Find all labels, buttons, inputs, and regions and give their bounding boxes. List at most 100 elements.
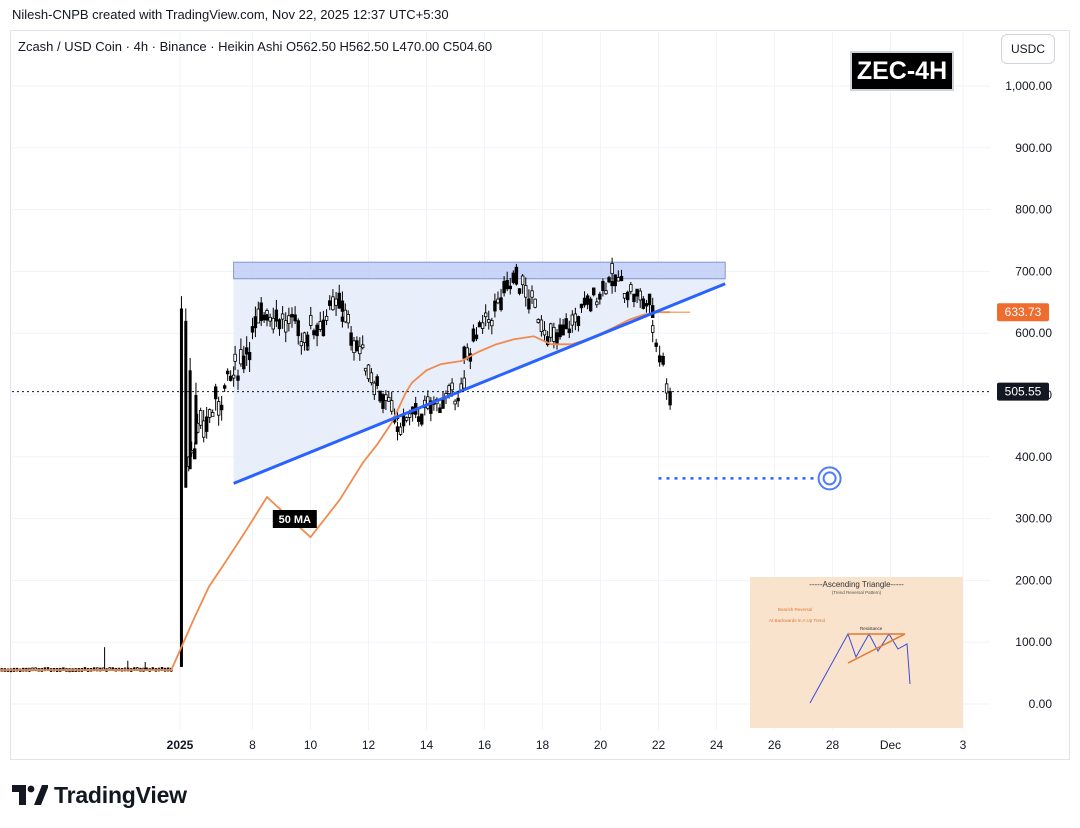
candle-body xyxy=(231,374,236,379)
candle-body xyxy=(533,298,537,308)
candle-body xyxy=(496,298,500,304)
candle-body xyxy=(601,280,605,291)
candle-body xyxy=(355,340,359,351)
candle-body xyxy=(465,347,469,358)
y-tick-label: 300.00 xyxy=(1015,512,1052,526)
candle-body xyxy=(384,394,388,401)
candle-body xyxy=(239,349,243,365)
ascending-triangle-reference: -----Ascending Triangle----- (Trend Reve… xyxy=(750,577,963,728)
candle-body xyxy=(558,324,562,338)
candle-body xyxy=(542,329,547,336)
candle-body xyxy=(188,370,192,470)
y-tick-label: 1,000.00 xyxy=(1005,79,1052,93)
triangle-pattern xyxy=(233,261,726,484)
candle-body xyxy=(477,322,482,328)
candle-body xyxy=(626,291,630,301)
symbol-legend[interactable]: Zcash / USD Coin · 4h · Binance · Heikin… xyxy=(18,39,493,54)
candle-body xyxy=(664,383,669,394)
candle-body xyxy=(309,315,313,326)
candle-body xyxy=(483,312,488,318)
candle-body xyxy=(216,401,221,416)
resistance-zone[interactable] xyxy=(233,261,726,280)
candle-body xyxy=(280,313,285,320)
candle-body xyxy=(192,448,197,460)
candle-body xyxy=(616,277,621,282)
candle-body xyxy=(527,298,531,310)
candle-body xyxy=(253,316,258,329)
candle-body xyxy=(573,313,578,323)
candle-body xyxy=(340,300,345,312)
header-credit: Nilesh-CNPB created with TradingView.com… xyxy=(12,7,449,22)
ascending-trendline[interactable] xyxy=(233,282,726,485)
inset-note-backwards: At Backwards In A Up Trend xyxy=(769,618,826,623)
candle-body xyxy=(530,290,534,298)
current-price-tag[interactable]: 505.55 xyxy=(1005,385,1042,399)
candle-body xyxy=(387,397,391,402)
candle-body xyxy=(462,346,466,359)
candle-body xyxy=(429,400,433,414)
candle-body xyxy=(661,355,665,365)
candle-body xyxy=(610,263,614,274)
candle-body xyxy=(638,290,642,301)
candle-body xyxy=(651,325,655,333)
currency-button[interactable]: USDC xyxy=(1001,34,1055,64)
candle-body xyxy=(296,320,300,337)
candle-body xyxy=(213,386,218,400)
candle-body xyxy=(462,377,466,389)
y-axis: 0.00100.00200.00300.00400.00500.00600.00… xyxy=(997,79,1052,711)
inset-note-bearish: Bearish Reversal xyxy=(778,607,813,612)
candle-body xyxy=(508,285,512,290)
candle-body xyxy=(524,285,528,298)
candle-body xyxy=(247,351,252,361)
candle-body xyxy=(250,326,255,333)
candle-body xyxy=(595,301,599,306)
candle-body xyxy=(244,347,249,355)
candle-body xyxy=(564,318,568,329)
x-tick-label: 22 xyxy=(652,738,666,752)
target-marker-inner xyxy=(822,471,837,486)
candle-body xyxy=(262,314,266,321)
candle-body xyxy=(598,293,602,300)
candle-body xyxy=(576,316,581,327)
candle-body xyxy=(318,321,322,330)
candle-body xyxy=(654,342,658,347)
candle-body xyxy=(284,320,288,333)
candle-body xyxy=(337,292,341,309)
candle-body xyxy=(343,309,347,323)
x-tick-label: 24 xyxy=(710,738,724,752)
candle-body xyxy=(555,332,559,345)
candle-body xyxy=(447,385,451,395)
x-tick-label: 26 xyxy=(768,738,782,752)
candle-body xyxy=(375,376,379,386)
candle-body xyxy=(517,288,522,294)
x-tick-label: 18 xyxy=(536,738,550,752)
candle-body xyxy=(644,303,649,307)
candle-body xyxy=(474,334,479,340)
candle-body xyxy=(549,323,553,338)
inset-pattern-sketch xyxy=(809,632,911,704)
candle-body xyxy=(366,364,371,380)
x-axis: 252025810121416182022242628Dec3 xyxy=(167,738,967,752)
ticker-badge: ZEC-4H xyxy=(850,51,954,91)
candle-body xyxy=(287,315,291,324)
x-tick-label: 3 xyxy=(960,738,967,752)
candle-body xyxy=(372,382,376,396)
candle-body xyxy=(552,326,556,342)
candle-body xyxy=(502,280,506,294)
candle-body xyxy=(635,288,639,297)
candle-body xyxy=(561,324,565,336)
candle-body xyxy=(242,355,246,370)
chart-frame xyxy=(10,30,1070,760)
candle-body xyxy=(622,293,627,299)
candle-body xyxy=(369,372,374,384)
candle-body xyxy=(334,298,338,306)
current-price-tag-bg xyxy=(997,382,1049,401)
candle-body xyxy=(582,297,587,306)
tradingview-logo[interactable]: TradingView xyxy=(12,781,187,809)
candle-body xyxy=(360,344,365,349)
candle-body xyxy=(210,412,215,417)
y-tick-label: 0.00 xyxy=(1029,697,1053,711)
candle-body xyxy=(349,332,353,346)
ma-price-tag[interactable]: 633.73 xyxy=(1005,305,1042,319)
